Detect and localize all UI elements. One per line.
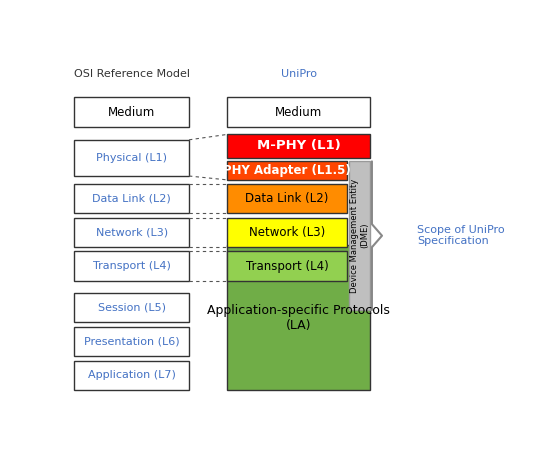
Text: Medium: Medium xyxy=(275,106,322,119)
Bar xyxy=(227,251,347,281)
Bar xyxy=(227,97,371,127)
Text: Transport (L4): Transport (L4) xyxy=(93,261,171,271)
Bar xyxy=(349,161,371,310)
Bar xyxy=(74,293,189,323)
Text: OSI Reference Model: OSI Reference Model xyxy=(74,68,190,79)
Bar xyxy=(227,217,347,247)
Text: PHY Adapter (L1.5): PHY Adapter (L1.5) xyxy=(223,164,351,177)
Bar xyxy=(74,217,189,247)
Bar xyxy=(227,135,371,158)
Text: Network (L3): Network (L3) xyxy=(95,227,168,237)
Text: Session (L5): Session (L5) xyxy=(98,303,166,313)
Text: Data Link (L2): Data Link (L2) xyxy=(245,192,329,205)
Bar xyxy=(227,246,371,390)
Text: Scope of UniPro
Specification: Scope of UniPro Specification xyxy=(417,225,505,246)
Text: Application (L7): Application (L7) xyxy=(88,371,175,381)
Bar xyxy=(74,97,189,127)
Bar xyxy=(74,140,189,176)
Bar xyxy=(227,184,347,213)
Bar xyxy=(74,251,189,281)
Bar xyxy=(74,327,189,356)
Bar xyxy=(227,161,347,180)
Text: Medium: Medium xyxy=(108,106,155,119)
Bar xyxy=(74,361,189,390)
Text: M-PHY (L1): M-PHY (L1) xyxy=(257,140,341,153)
Text: Presentation (L6): Presentation (L6) xyxy=(84,337,179,347)
Text: Transport (L4): Transport (L4) xyxy=(246,260,329,273)
Bar xyxy=(74,184,189,213)
Text: Network (L3): Network (L3) xyxy=(249,226,325,239)
Text: Application-specific Protocols
(LA): Application-specific Protocols (LA) xyxy=(207,304,390,332)
Text: Device Management Entity
(DME): Device Management Entity (DME) xyxy=(350,178,369,293)
Text: Data Link (L2): Data Link (L2) xyxy=(92,193,171,203)
Text: Physical (L1): Physical (L1) xyxy=(96,153,167,163)
Text: UniPro: UniPro xyxy=(281,68,317,79)
